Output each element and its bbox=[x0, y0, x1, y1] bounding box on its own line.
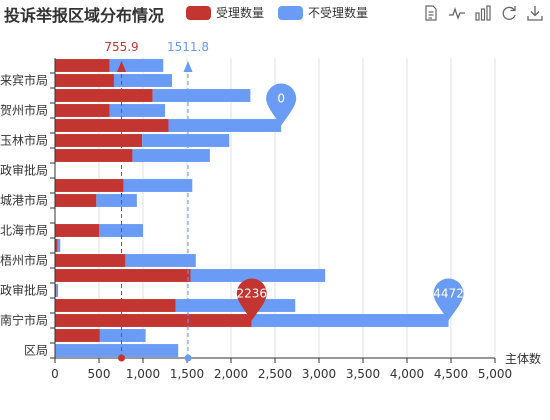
average-line-not-accepted-start bbox=[184, 354, 192, 362]
legend-item-not-accepted[interactable]: 不受理数量 bbox=[278, 4, 368, 21]
marker-pin bbox=[266, 83, 297, 126]
legend-swatch-not-accepted bbox=[278, 5, 304, 20]
bar-accepted bbox=[55, 254, 126, 267]
bar-accepted bbox=[55, 179, 124, 192]
bar-accepted bbox=[55, 104, 110, 117]
legend-swatch-accepted bbox=[186, 5, 211, 20]
x-tick-label: 4,500 bbox=[434, 367, 468, 381]
restore-icon[interactable] bbox=[500, 4, 518, 22]
bar-not-accepted bbox=[168, 119, 282, 132]
legend-label-accepted: 受理数量 bbox=[216, 6, 265, 20]
bar-accepted bbox=[55, 149, 133, 162]
bar-not-accepted bbox=[57, 239, 61, 252]
bar-accepted bbox=[55, 299, 176, 312]
bar-accepted bbox=[55, 269, 191, 282]
bar-not-accepted bbox=[99, 329, 146, 342]
y-tick-label: 来宾市局 bbox=[0, 73, 48, 88]
marker-pin-label: 2236 bbox=[236, 287, 267, 301]
data-view-icon[interactable] bbox=[422, 4, 440, 22]
y-tick-label: 梧州市局 bbox=[0, 253, 48, 268]
marker-pin-label: 0 bbox=[277, 92, 285, 106]
bar-accepted bbox=[55, 194, 97, 207]
bar-not-accepted bbox=[142, 134, 230, 147]
y-tick-label: 城港市局 bbox=[0, 193, 48, 208]
x-tick-label: 3,000 bbox=[302, 367, 336, 381]
save-image-icon[interactable] bbox=[526, 4, 544, 22]
average-line-not-accepted-label: 1511.8 bbox=[167, 40, 209, 54]
marker-pin bbox=[433, 278, 464, 321]
x-tick-label: 1,000 bbox=[126, 367, 160, 381]
x-tick-label: 3,500 bbox=[346, 367, 380, 381]
y-tick-label: 贺州市局 bbox=[0, 103, 48, 118]
line-chart-icon[interactable] bbox=[448, 4, 466, 22]
legend-label-not-accepted: 不受理数量 bbox=[308, 6, 369, 20]
y-tick-label: 玉林市局 bbox=[0, 133, 48, 148]
bar-accepted bbox=[55, 74, 114, 87]
marker-pin-label: 4472 bbox=[433, 287, 464, 301]
x-tick-label: 2,500 bbox=[258, 367, 292, 381]
bar-not-accepted bbox=[132, 149, 210, 162]
x-tick-label: 1,500 bbox=[170, 367, 204, 381]
toolbox bbox=[422, 4, 544, 22]
x-tick-label: 5,000 bbox=[478, 367, 512, 381]
bar-not-accepted bbox=[55, 344, 179, 357]
x-axis-label: 主体数 bbox=[505, 351, 541, 366]
average-line-accepted-label: 755.9 bbox=[104, 40, 138, 54]
x-tick-label: 500 bbox=[88, 367, 111, 381]
bar-not-accepted bbox=[251, 314, 449, 327]
bar-not-accepted bbox=[125, 254, 196, 267]
bar-accepted bbox=[55, 89, 153, 102]
marker-pin bbox=[236, 278, 267, 321]
bar-not-accepted bbox=[175, 299, 296, 312]
bar-not-accepted bbox=[99, 224, 143, 237]
bar-chart-icon[interactable] bbox=[474, 4, 492, 22]
average-line-not-accepted-arrow bbox=[183, 61, 193, 72]
bar-accepted bbox=[55, 134, 143, 147]
bar-not-accepted bbox=[56, 284, 59, 297]
x-tick-label: 2,000 bbox=[214, 367, 248, 381]
bar-not-accepted bbox=[152, 89, 251, 102]
bar-accepted bbox=[55, 329, 100, 342]
y-tick-label: 北海市局 bbox=[0, 223, 48, 238]
bar-accepted bbox=[55, 59, 110, 72]
bar-not-accepted bbox=[113, 74, 173, 87]
y-tick-label: 政审批局 bbox=[0, 163, 48, 178]
bar-not-accepted bbox=[109, 104, 165, 117]
bar-accepted bbox=[55, 239, 58, 252]
legend: 受理数量 不受理数量 bbox=[186, 4, 368, 21]
y-tick-label: 政审批局 bbox=[0, 283, 48, 298]
bar-not-accepted bbox=[190, 269, 326, 282]
bar-accepted bbox=[55, 284, 57, 297]
bar-not-accepted bbox=[123, 179, 193, 192]
bar-not-accepted bbox=[109, 59, 164, 72]
bar-accepted bbox=[55, 119, 169, 132]
legend-item-accepted[interactable]: 受理数量 bbox=[186, 4, 264, 21]
y-tick-label: 南宁市局 bbox=[0, 313, 48, 328]
bar-accepted bbox=[55, 314, 252, 327]
bar-accepted bbox=[55, 224, 99, 237]
average-line-accepted-arrow bbox=[117, 61, 127, 72]
chart-title: 投诉举报区域分布情况 bbox=[4, 6, 165, 25]
bar-not-accepted bbox=[96, 194, 137, 207]
x-tick-label: 0 bbox=[51, 367, 59, 381]
average-line-accepted-start bbox=[118, 354, 126, 362]
x-tick-label: 4,000 bbox=[390, 367, 424, 381]
y-tick-label: 区局 bbox=[24, 344, 48, 358]
